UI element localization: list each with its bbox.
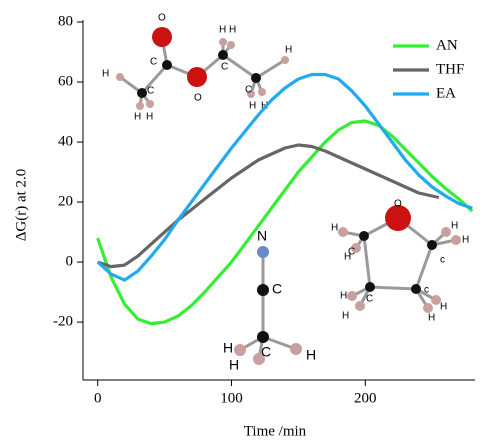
atom-label: C [245, 85, 252, 96]
legend-label: AN [436, 37, 458, 53]
atom-label: H [285, 45, 292, 56]
x-tick-label: 0 [94, 390, 102, 406]
atom-label: H [229, 357, 239, 373]
molecules: O C O H C H H H H C C H H H N C C H [102, 13, 469, 373]
y-tick-label: 0 [66, 254, 74, 270]
atom-label: H [134, 112, 141, 123]
y-tick-label: 80 [58, 13, 73, 29]
x-tick-label: 100 [220, 390, 243, 406]
atom-label: H [146, 112, 153, 123]
molecule-an: N C C H H H [223, 228, 316, 373]
atom-label: O [194, 93, 202, 104]
x-tick-label: 200 [354, 390, 377, 406]
atom-label: H [331, 223, 338, 234]
atom-label: H [306, 347, 316, 363]
molecule-thf: O c C C c H H H H H H H H [331, 199, 469, 324]
series-line [96, 119, 474, 326]
atom-label: C [221, 62, 228, 73]
atom-label: C [272, 281, 282, 297]
atom-label: N [257, 228, 267, 244]
atom-label: H [451, 221, 458, 232]
y-tick-label: 60 [58, 73, 73, 89]
atom-label: H [440, 302, 447, 313]
atom-label: H [342, 311, 349, 322]
atom-label: C [147, 86, 154, 97]
atom-label: C [150, 57, 157, 68]
atom-label: H [102, 69, 109, 80]
series-line [97, 143, 440, 269]
y-axis-label: ΔG(r) at 2.0 [13, 169, 29, 242]
atom-label: C [261, 344, 271, 360]
atom-label: H [229, 25, 236, 36]
atom-label: H [219, 25, 226, 36]
atom-label: H [462, 235, 469, 246]
atom-label: c [440, 255, 445, 266]
series-line [96, 72, 473, 282]
legend-label: EA [436, 85, 456, 101]
legend-label: THF [436, 61, 464, 77]
atom-label: O [158, 13, 166, 24]
atom-label: c [424, 285, 429, 296]
atom-label: H [340, 291, 347, 302]
molecule-ea: O C O H C H H H H C C H H H [102, 13, 292, 123]
y-tick-label: -20 [53, 314, 73, 330]
atom-label: H [223, 340, 233, 356]
y-tick-label: 40 [58, 133, 73, 149]
x-axis-label: Time /min [244, 423, 307, 439]
atom-label: C [366, 294, 373, 305]
atom-label: H [344, 252, 351, 263]
atom-label: H [428, 313, 435, 324]
atom-label: H [249, 101, 256, 112]
atom-label: C [348, 247, 355, 258]
y-tick-label: 20 [58, 193, 73, 209]
atom-label: O [394, 199, 402, 210]
